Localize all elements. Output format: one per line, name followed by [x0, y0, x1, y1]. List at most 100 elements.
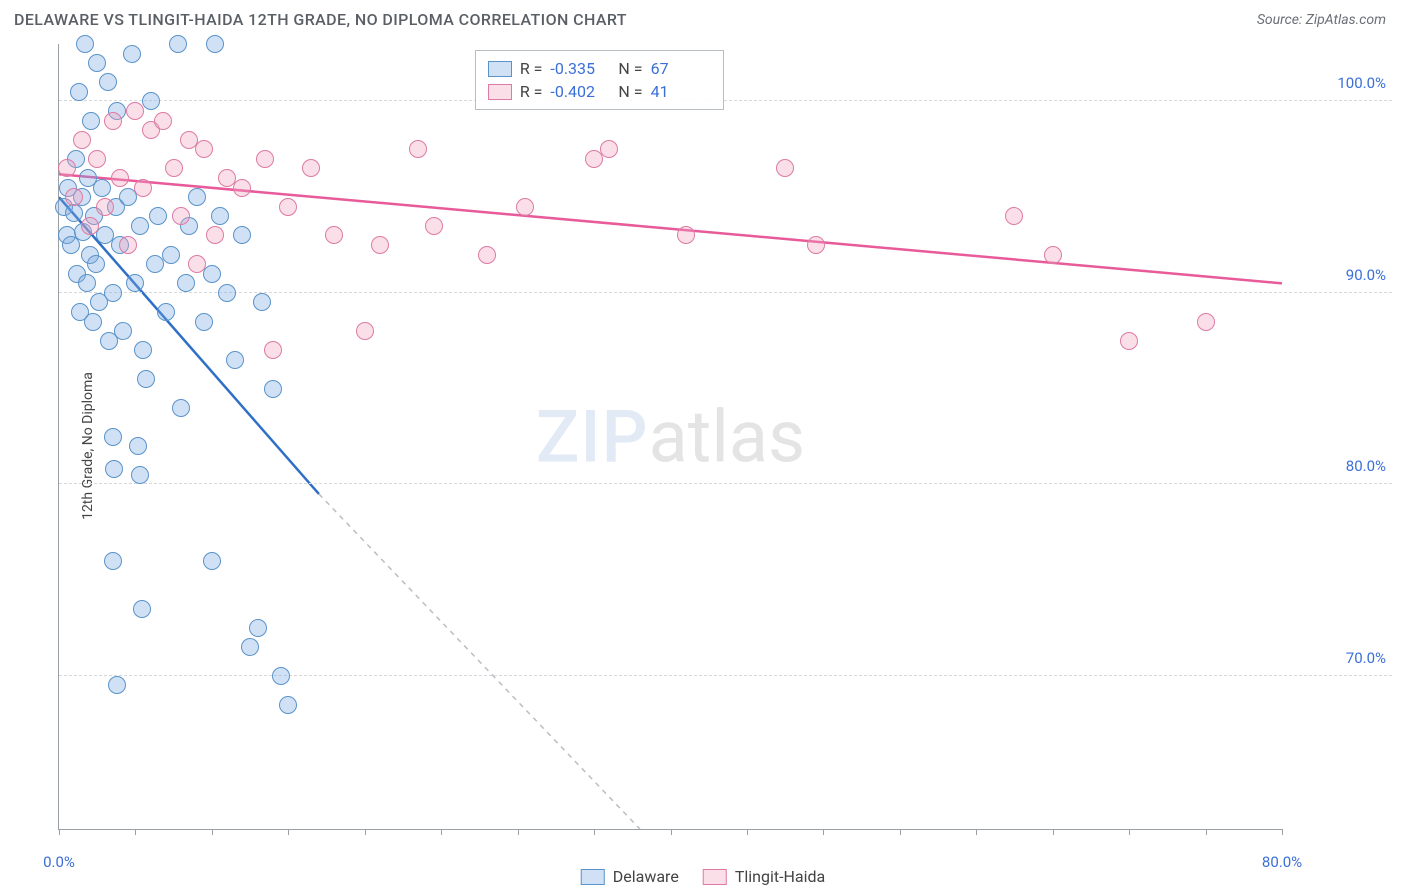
source-attribution: Source: ZipAtlas.com	[1257, 12, 1386, 28]
gridline-h	[59, 675, 1392, 676]
scatter-point	[279, 696, 297, 714]
scatter-point	[1005, 207, 1023, 225]
watermark-part2: atlas	[649, 394, 806, 479]
legend-r-label: R =	[520, 82, 543, 101]
scatter-point	[87, 255, 105, 273]
scatter-point	[264, 341, 282, 359]
scatter-point	[279, 198, 297, 216]
x-tick	[1282, 829, 1283, 835]
source-prefix: Source:	[1257, 12, 1306, 28]
chart-header: DELAWARE VS TLINGIT-HAIDA 12TH GRADE, NO…	[0, 0, 1406, 37]
scatter-point	[188, 255, 206, 273]
scatter-point	[177, 274, 195, 292]
scatter-point	[123, 45, 141, 63]
scatter-point	[478, 246, 496, 264]
scatter-point	[82, 112, 100, 130]
x-tick	[59, 829, 60, 835]
scatter-point	[134, 179, 152, 197]
scatter-point	[264, 380, 282, 398]
legend-swatch	[488, 84, 512, 100]
scatter-point	[409, 140, 427, 158]
scatter-point	[149, 207, 167, 225]
x-tick	[747, 829, 748, 835]
scatter-point	[172, 399, 190, 417]
scatter-point	[105, 460, 123, 478]
scatter-point	[58, 159, 76, 177]
y-tick-label: 90.0%	[1346, 266, 1386, 284]
legend-n-value: 67	[651, 59, 711, 78]
scatter-point	[195, 140, 213, 158]
scatter-point	[126, 274, 144, 292]
x-tick	[365, 829, 366, 835]
scatter-point	[134, 341, 152, 359]
scatter-point	[65, 204, 83, 222]
scatter-point	[600, 140, 618, 158]
scatter-point	[253, 293, 271, 311]
scatter-point	[776, 159, 794, 177]
scatter-point	[203, 552, 221, 570]
legend-r-value: -0.335	[550, 59, 610, 78]
x-tick-label: 0.0%	[43, 853, 75, 871]
scatter-point	[233, 179, 251, 197]
scatter-point	[76, 35, 94, 53]
scatter-point	[119, 236, 137, 254]
scatter-point	[81, 217, 99, 235]
scatter-point	[137, 370, 155, 388]
x-tick	[212, 829, 213, 835]
scatter-point	[169, 35, 187, 53]
scatter-point	[104, 112, 122, 130]
legend-correlation: R =-0.335N =67R =-0.402N =41	[475, 50, 724, 110]
scatter-point	[272, 667, 290, 685]
x-tick	[671, 829, 672, 835]
scatter-point	[78, 274, 96, 292]
scatter-point	[325, 226, 343, 244]
scatter-point	[162, 246, 180, 264]
chart-title: DELAWARE VS TLINGIT-HAIDA 12TH GRADE, NO…	[14, 10, 627, 29]
legend-swatch	[488, 61, 512, 77]
x-tick	[594, 829, 595, 835]
legend-n-value: 41	[651, 82, 711, 101]
scatter-point	[96, 198, 114, 216]
x-tick	[976, 829, 977, 835]
x-tick	[288, 829, 289, 835]
scatter-point	[241, 638, 259, 656]
scatter-point	[302, 159, 320, 177]
scatter-point	[1197, 313, 1215, 331]
legend-bottom-item: Tlingit-Haida	[703, 867, 825, 886]
trend-lines-svg	[59, 44, 1282, 829]
y-tick-label: 100.0%	[1337, 74, 1386, 92]
legend-swatch	[703, 869, 727, 885]
scatter-point	[126, 102, 144, 120]
scatter-point	[677, 226, 695, 244]
y-tick-label: 70.0%	[1346, 649, 1386, 667]
scatter-point	[425, 217, 443, 235]
chart-container: 12th Grade, No Diploma ZIPatlas 70.0%80.…	[48, 44, 1392, 848]
x-tick	[135, 829, 136, 835]
scatter-point	[154, 112, 172, 130]
scatter-point	[73, 131, 91, 149]
legend-bottom-item: Delaware	[581, 867, 679, 886]
watermark-part1: ZIP	[536, 394, 649, 479]
scatter-point	[99, 73, 117, 91]
scatter-point	[1120, 332, 1138, 350]
scatter-point	[65, 188, 83, 206]
scatter-point	[226, 351, 244, 369]
scatter-point	[516, 198, 534, 216]
scatter-point	[356, 322, 374, 340]
x-tick	[1053, 829, 1054, 835]
scatter-point	[807, 236, 825, 254]
scatter-point	[233, 226, 251, 244]
scatter-point	[172, 207, 190, 225]
x-tick	[1129, 829, 1130, 835]
scatter-point	[93, 179, 111, 197]
legend-r-label: R =	[520, 59, 543, 78]
scatter-point	[203, 265, 221, 283]
legend-row: R =-0.335N =67	[488, 57, 711, 80]
x-tick	[441, 829, 442, 835]
scatter-point	[165, 159, 183, 177]
scatter-point	[131, 217, 149, 235]
scatter-point	[111, 169, 129, 187]
source-name: ZipAtlas.com	[1306, 12, 1386, 28]
gridline-h	[59, 100, 1392, 101]
legend-series-name: Tlingit-Haida	[735, 867, 825, 886]
